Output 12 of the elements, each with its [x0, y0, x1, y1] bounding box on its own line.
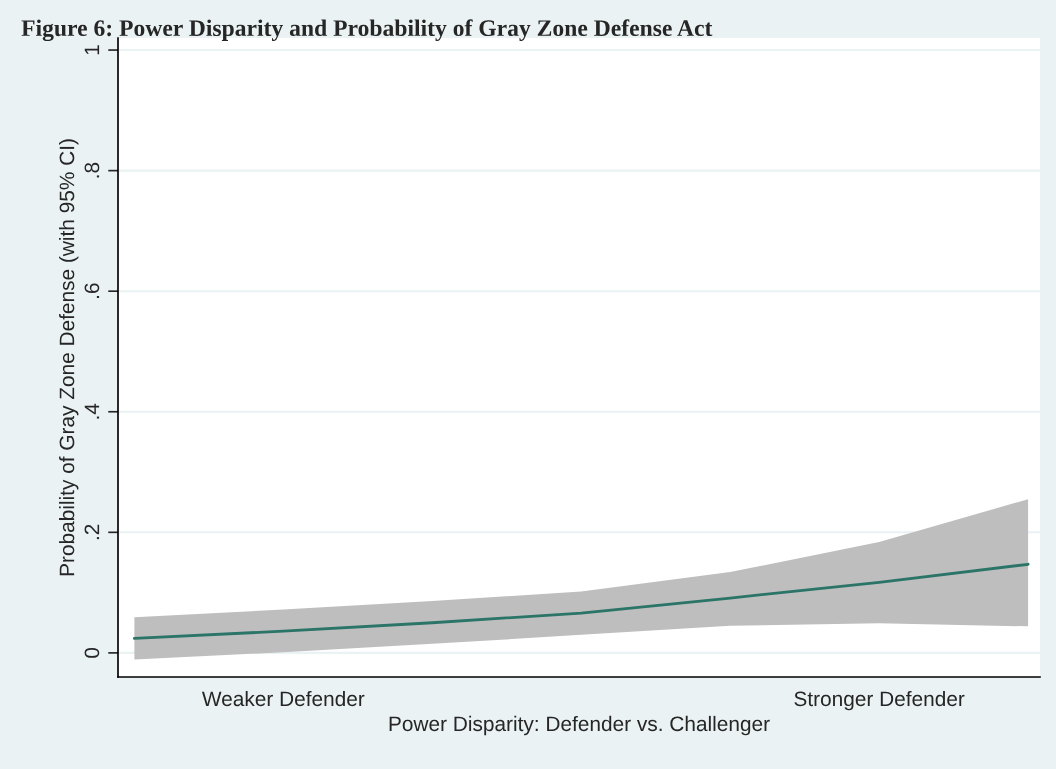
- y-tick-label: .8: [84, 162, 100, 178]
- x-tick-label: Stronger Defender: [794, 690, 965, 711]
- x-axis-title: Power Disparity: Defender vs. Challenger: [389, 715, 770, 736]
- y-tick-label: .2: [84, 524, 100, 540]
- y-axis-title: Probability of Gray Zone Defense (with 95% CI): [59, 139, 79, 576]
- x-tick-label: Weaker Defender: [201, 690, 365, 707]
- y-tick-label: .6: [84, 283, 100, 298]
- line-series: [132, 562, 1030, 640]
- y-tick-label: .4: [84, 403, 100, 419]
- y-tick-label: 0: [84, 647, 100, 658]
- chart-title: Figure 6: Power Disparity and Probability of Gray Zone Defense Act: [21, 19, 713, 42]
- y-tick-label: 1: [84, 45, 100, 55]
